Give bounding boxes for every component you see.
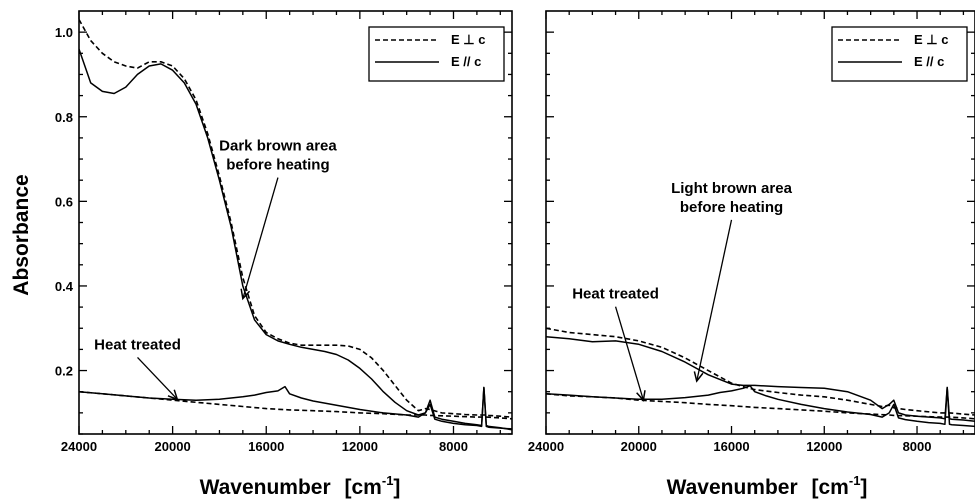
left-series-parallel-1 (79, 48, 512, 431)
right-annotation-arrowhead-0 (693, 371, 704, 383)
right-legend-label-1: E // c (914, 54, 944, 69)
left-y-tick-label: 0.8 (55, 110, 73, 125)
x-axis-label-right-word: Wavenumber (667, 476, 798, 499)
x-axis-label-left-close: ] (393, 476, 400, 499)
x-axis-label-right-unit: [cm (812, 476, 849, 499)
left-x-tick-label: 24000 (61, 439, 97, 454)
x-axis-label-left-unit: [cm (345, 476, 382, 499)
left-x-tick-label: 12000 (342, 439, 378, 454)
right-annotation-text-0: before heating (680, 199, 783, 216)
right-x-tick-label: 16000 (713, 439, 749, 454)
left-annotation-arrowhead-0 (240, 288, 251, 301)
right-legend-label-0: E ⊥ c (914, 32, 948, 47)
x-axis-label-right-close: ] (860, 476, 867, 499)
left-annotation-text-0: Dark brown area (219, 138, 337, 155)
left-series-perp-0 (79, 19, 512, 418)
left-y-tick-label: 1.0 (55, 25, 73, 40)
left-x-tick-label: 16000 (248, 439, 284, 454)
left-y-tick-label: 0.6 (55, 194, 73, 209)
right-x-tick-label: 20000 (621, 439, 657, 454)
left-annotation-text-1: Heat treated (94, 336, 181, 353)
left-annotation-arrow-0 (242, 177, 279, 299)
left-annotation-text-0: before heating (226, 157, 329, 174)
right-legend-box (831, 26, 968, 82)
left-legend-box (368, 26, 505, 82)
right-annotation-arrow-1 (614, 306, 645, 401)
left-x-tick-label: 20000 (155, 439, 191, 454)
left-legend-label-0: E ⊥ c (451, 32, 485, 47)
left-x-tick-label: 8000 (439, 439, 468, 454)
right-annotation-arrow-0 (696, 219, 733, 382)
left-panel: 24000 20000 16000 12000 8000 0.2 0.4 0.6 0.8 1.0 E… (55, 10, 513, 454)
right-x-tick-label: 8000 (903, 439, 932, 454)
left-annotation-arrow-1 (137, 356, 178, 400)
left-series-perp-2 (79, 390, 512, 420)
right-annotation-text-0: Light brown area (671, 180, 793, 197)
left-series-parallel-3 (79, 385, 512, 430)
x-axis-label-left: Wavenumber [cm-1] (200, 473, 401, 499)
right-annotation-text-1: Heat treated (572, 286, 659, 303)
left-annotation-arrowhead-1 (167, 389, 179, 401)
x-axis-label-right-exp: -1 (849, 473, 861, 488)
left-y-tick-label: 0.4 (55, 279, 74, 294)
x-axis-label-left-exp: -1 (382, 473, 394, 488)
right-x-tick-label: 12000 (806, 439, 842, 454)
x-axis-label-left-word: Wavenumber (200, 476, 331, 499)
left-legend-label-1: E // c (451, 54, 481, 69)
right-series-parallel-1 (546, 335, 975, 423)
right-x-tick-label: 24000 (528, 439, 564, 454)
right-series-perp-2 (546, 393, 975, 420)
left-y-tick-label: 0.2 (55, 364, 73, 379)
right-series-perp-0 (546, 327, 975, 416)
y-axis-label: Absorbance (10, 174, 33, 295)
right-series-parallel-3 (546, 385, 975, 428)
x-axis-label-right: Wavenumber [cm-1] (667, 473, 868, 499)
right-annotation-arrowhead-1 (636, 390, 646, 402)
right-panel: 24000 20000 16000 12000 8000 E ⊥ c E // c Light… (528, 10, 975, 454)
